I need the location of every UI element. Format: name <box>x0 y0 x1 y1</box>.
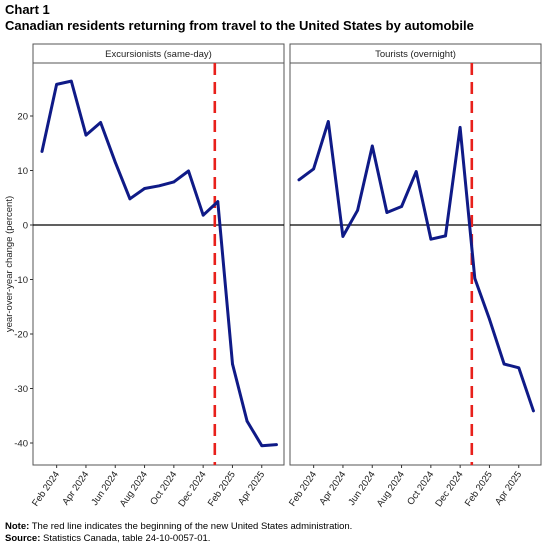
tourists-data-point <box>297 178 301 182</box>
excursionists-data-point <box>128 197 132 201</box>
tourists-data-point <box>370 144 374 148</box>
tourists-x-tick-label: Jun 2024 <box>346 469 377 507</box>
tourists-facet-title: Tourists (overnight) <box>375 49 456 60</box>
tourists-x-tick-label: Feb 2025 <box>463 469 495 508</box>
tourists-data-point <box>327 120 330 123</box>
excursionists-data-point <box>55 83 58 86</box>
tourists-data-point <box>341 235 345 238</box>
excursionists-plot-border <box>32 62 285 466</box>
excursionists-data-point <box>143 187 146 190</box>
excursionists-x-tick-label: Jun 2024 <box>89 469 120 507</box>
excursionists-data-point <box>84 133 88 137</box>
y-tick-label: -10 <box>14 275 28 286</box>
tourists-data-point <box>385 211 389 214</box>
excursionists-data-point <box>275 443 278 446</box>
chart-footer: Note: The red line indicates the beginni… <box>5 521 352 544</box>
source-line: Source: Statistics Canada, table 24-10-0… <box>5 533 352 545</box>
excursionists-x-tick-label: Oct 2024 <box>148 469 179 507</box>
excursionists-data-point <box>216 200 220 203</box>
excursionists-x-tick-label: Apr 2024 <box>60 469 91 507</box>
excursionists-data-point <box>157 184 161 188</box>
excursionists-facet-title: Excursionists (same-day) <box>105 49 212 60</box>
tourists-data-point <box>312 167 315 171</box>
chart-number-label: Chart 1 <box>5 2 50 17</box>
tourists-data-point <box>414 170 418 173</box>
tourists-data-point <box>488 317 491 321</box>
excursionists-data-point <box>245 419 249 423</box>
tourists-data-point <box>532 409 535 413</box>
tourists-data-point <box>356 208 359 212</box>
tourists-data-point <box>429 237 433 241</box>
y-tick-label: -40 <box>14 439 28 450</box>
excursionists-data-point <box>113 161 117 164</box>
tourists-x-tick-label: Oct 2024 <box>405 469 436 507</box>
note-line: Note: The red line indicates the beginni… <box>5 521 352 533</box>
tourists-x-tick-label: Feb 2024 <box>287 469 319 508</box>
y-tick-label: -20 <box>14 330 28 341</box>
tourists-plot-border <box>289 62 542 466</box>
tourists-data-point <box>473 277 477 280</box>
excursionists-data-point <box>172 180 176 184</box>
excursionists-x-tick-label: Apr 2025 <box>236 469 267 507</box>
tourists-x-tick-label: Apr 2025 <box>493 469 524 507</box>
excursionists-data-point <box>40 150 44 153</box>
y-tick-label: 10 <box>17 166 28 177</box>
excursionists-data-point <box>201 213 205 217</box>
note-text: The red line indicates the beginning of … <box>31 521 353 532</box>
tourists-x-tick-label: Aug 2024 <box>375 469 407 509</box>
chart-header: Chart 1 Canadian residents returning fro… <box>5 2 474 34</box>
excursionists-x-tick-label: Feb 2024 <box>30 469 62 508</box>
excursionists-x-tick-label: Aug 2024 <box>118 469 150 509</box>
note-label: Note: <box>5 521 30 532</box>
tourists-data-point <box>400 205 403 208</box>
source-text: Statistics Canada, table 24-10-0057-01. <box>43 532 211 544</box>
tourists-x-tick-label: Apr 2024 <box>317 469 348 507</box>
chart-title: Canadian residents returning from travel… <box>5 18 474 33</box>
source-label: Source: <box>5 532 41 544</box>
tourists-data-point <box>458 126 462 129</box>
tourists-data-point <box>502 362 506 366</box>
y-tick-label: 0 <box>23 221 28 232</box>
excursionists-x-tick-label: Dec 2024 <box>176 469 208 509</box>
excursionists-data-point <box>231 362 234 366</box>
excursionists-x-tick-label: Feb 2025 <box>206 469 238 508</box>
tourists-series-line <box>297 120 535 413</box>
excursionists-data-point <box>260 444 264 448</box>
tourists-x-tick-label: Dec 2024 <box>433 469 465 509</box>
excursionists-data-point <box>187 169 190 173</box>
excursionists-series-line <box>40 79 278 448</box>
y-tick-label: 20 <box>17 112 28 123</box>
tourists-data-point <box>517 366 521 370</box>
y-axis-title: year-over-year change (percent) <box>4 196 15 332</box>
tourists-data-point <box>444 234 447 238</box>
excursionists-data-point <box>99 121 102 124</box>
excursionists-data-point <box>70 79 73 83</box>
y-tick-label: -30 <box>14 384 28 395</box>
